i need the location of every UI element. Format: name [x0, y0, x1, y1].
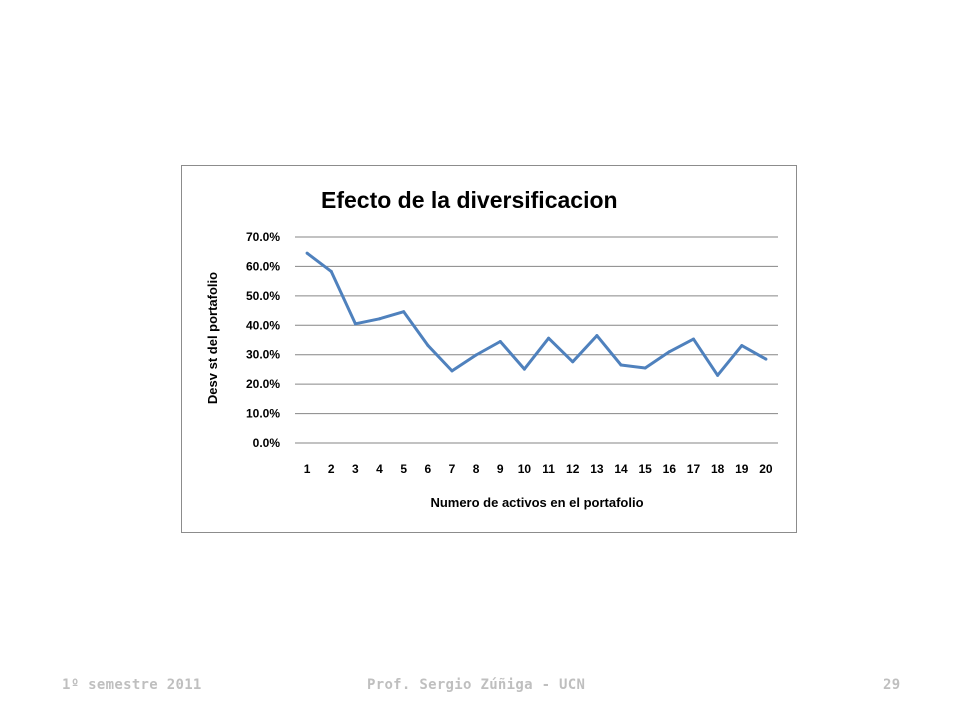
x-tick-label: 14 — [614, 462, 628, 476]
x-tick-label: 8 — [473, 462, 480, 476]
data-point — [378, 317, 382, 321]
gridlines — [295, 236, 778, 444]
x-tick-label: 15 — [638, 462, 652, 476]
x-tick-label: 2 — [328, 462, 335, 476]
x-tick-label: 4 — [376, 462, 383, 476]
x-tick-label: 6 — [424, 462, 431, 476]
x-tick-label: 16 — [663, 462, 677, 476]
data-point — [522, 367, 526, 371]
y-tick-label: 50.0% — [246, 289, 280, 303]
y-tick-label: 40.0% — [246, 318, 280, 332]
data-point — [667, 350, 671, 354]
x-tick-label: 12 — [566, 462, 580, 476]
y-tick-label: 0.0% — [253, 436, 281, 450]
y-tick-label: 20.0% — [246, 377, 280, 391]
data-point — [691, 337, 695, 341]
data-point — [595, 334, 599, 338]
data-point — [305, 251, 309, 255]
x-tick-label: 5 — [400, 462, 407, 476]
y-tick-labels: 0.0% 10.0% 20.0% 30.0% 40.0% 50.0% 60.0% 70.0% — [246, 230, 280, 450]
y-tick-label: 30.0% — [246, 348, 280, 362]
x-tick-label: 11 — [542, 462, 555, 476]
footer-semester: 1º semestre 2011 — [62, 677, 202, 693]
data-point — [643, 366, 647, 370]
data-point — [498, 339, 502, 343]
data-point — [547, 336, 551, 340]
x-tick-label: 3 — [352, 462, 359, 476]
data-point — [353, 322, 357, 326]
data-point — [571, 360, 575, 364]
data-point — [329, 269, 333, 273]
x-tick-label: 1 — [304, 462, 311, 476]
x-tick-label: 7 — [449, 462, 456, 476]
y-tick-label: 70.0% — [246, 230, 280, 244]
x-tick-label: 18 — [711, 462, 725, 476]
x-tick-label: 9 — [497, 462, 504, 476]
data-point — [764, 357, 768, 361]
x-tick-label: 10 — [518, 462, 532, 476]
x-tick-label: 19 — [735, 462, 749, 476]
data-point — [426, 343, 430, 347]
y-tick-label: 60.0% — [246, 259, 280, 273]
data-point — [474, 353, 478, 357]
footer-page-number: 29 — [883, 677, 901, 693]
series-line — [306, 252, 767, 377]
data-point — [740, 344, 744, 348]
data-point — [619, 363, 623, 367]
y-axis-label: Desv st del portafolio — [205, 272, 220, 404]
x-tick-label: 17 — [687, 462, 701, 476]
series-layer — [305, 251, 768, 377]
chart-frame: Efecto de la diversificacion 0.0% 10.0% 20… — [181, 165, 797, 533]
data-point — [402, 310, 406, 314]
data-point — [716, 373, 720, 377]
line-chart: Efecto de la diversificacion 0.0%10.0%20… — [205, 187, 778, 510]
footer-author: Prof. Sergio Zúñiga - UCN — [367, 677, 586, 693]
data-point — [450, 369, 454, 373]
x-tick-labels: 1 2 3 4 5 6 7 8 9 10 11 12 13 14 15 16 17 18 19 20 — [304, 462, 773, 476]
x-axis-label: Numero de activos en el portafolio — [430, 495, 643, 510]
chart-title: Efecto de la diversificacion — [321, 187, 618, 213]
y-tick-label: 10.0% — [246, 407, 280, 421]
x-tick-label: 20 — [759, 462, 773, 476]
x-tick-label: 13 — [590, 462, 604, 476]
